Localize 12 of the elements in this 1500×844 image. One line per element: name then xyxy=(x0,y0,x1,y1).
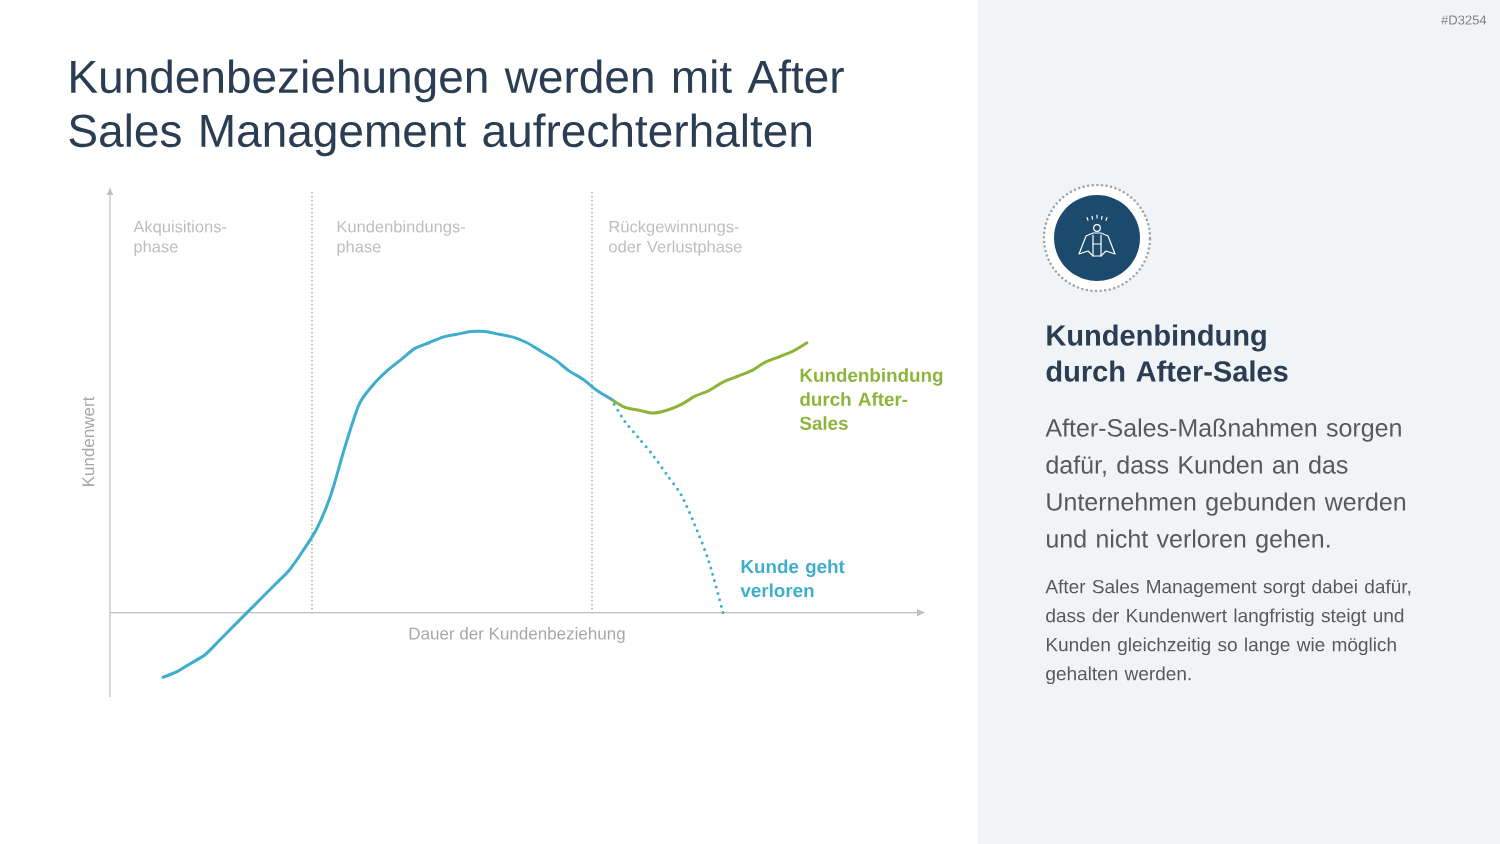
series-label: Kunde geht verloren xyxy=(740,559,845,598)
text: Akquisitions-phase xyxy=(133,220,227,256)
x-axis-title: Dauer der Kundenbeziehung xyxy=(409,627,625,643)
text: After Sales Management sorgt dabei dafür, dass der Kundenwert langfristig steigt und Kunden gleichzeitig so lange wie möglich gehalten werden. xyxy=(1045,579,1411,685)
text: Rückgewinnungs- oder Verlustphase xyxy=(609,220,742,256)
series-label: Kundenbindung durch After-Sales xyxy=(799,368,943,430)
text: After-Sales-Maßnahmen sorgen dafür, dass Kunden an das Unternehmen gebunden werden und nicht verloren gehen. xyxy=(1045,418,1406,553)
text: #D3254 xyxy=(1441,15,1487,25)
text: Kundenbindung durch After-Sales xyxy=(1046,324,1288,382)
chart-title: Kundenbeziehungen werden mit After Sales Management aufrechterhalten xyxy=(69,59,844,157)
text: Kundenbindungs-phase xyxy=(337,220,465,256)
y-axis-title: Kundenwert xyxy=(81,396,95,486)
